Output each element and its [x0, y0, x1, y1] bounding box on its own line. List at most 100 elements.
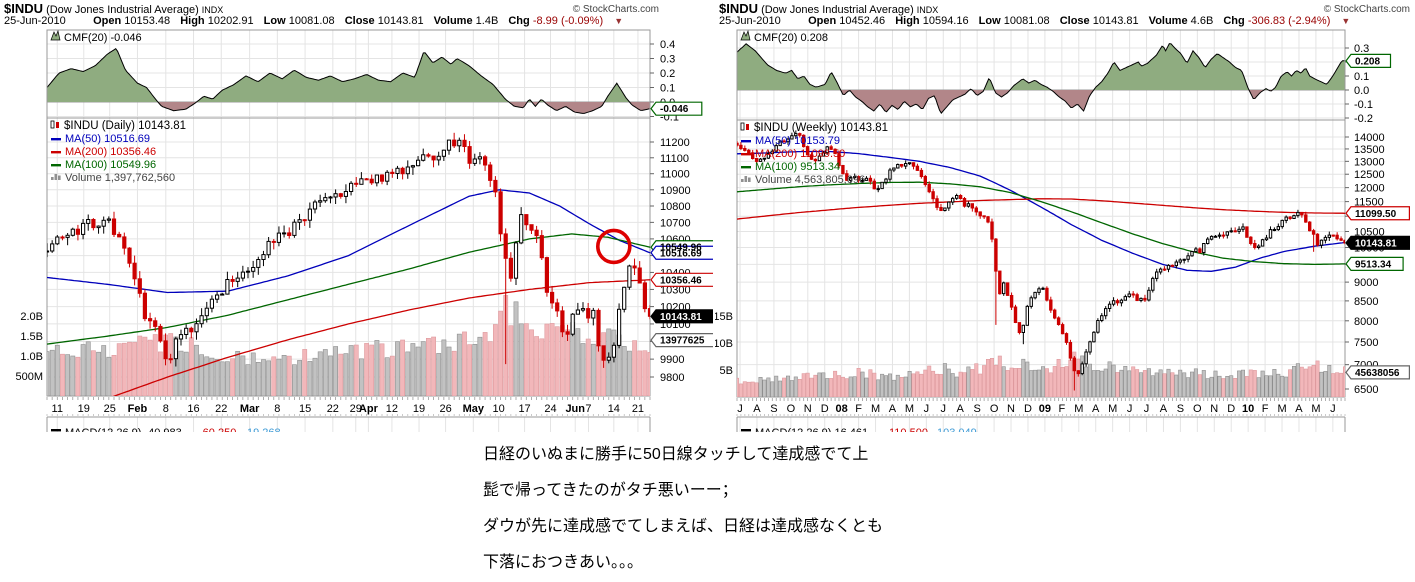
svg-text:0.0: 0.0 [1354, 85, 1369, 97]
stockcharts-credit: © StockCharts.com [572, 4, 659, 15]
svg-text:Mar: Mar [240, 403, 260, 415]
chart-symbol: $INDU [4, 1, 44, 16]
svg-text:CMF(20) 0.208: CMF(20) 0.208 [754, 32, 828, 44]
svg-text:S: S [770, 403, 777, 415]
svg-text:10B: 10B [715, 338, 733, 350]
chart-weekly: $INDU (Dow Jones Industrial Average) IND… [715, 0, 1415, 432]
ma-lines [47, 189, 650, 396]
svg-text:0.1: 0.1 [1354, 71, 1369, 83]
svg-text:11: 11 [52, 403, 63, 415]
svg-text:MA(200) 11099.50: MA(200) 11099.50 [755, 148, 845, 160]
svg-text:16: 16 [187, 403, 199, 415]
comment-line: 日経のいぬまに勝手に50日線タッチして達成感でて上 [483, 446, 869, 463]
svg-text:11099.50: 11099.50 [1355, 209, 1397, 220]
svg-text:$INDU (Weekly) 10143.81: $INDU (Weekly) 10143.81 [754, 122, 888, 134]
chart-exchange: INDX [201, 5, 224, 15]
svg-text:$INDU (Daily) 10143.81: $INDU (Daily) 10143.81 [64, 120, 186, 132]
svg-text:MA(100) 10549.96: MA(100) 10549.96 [65, 159, 156, 171]
chart-daily: $INDU (Dow Jones Industrial Average) IND… [0, 0, 713, 432]
svg-text:May: May [463, 403, 485, 415]
svg-text:8000: 8000 [1354, 316, 1378, 328]
svg-text:1.0B: 1.0B [20, 351, 43, 363]
svg-text:J: J [1127, 403, 1133, 415]
down-triangle-icon[interactable]: ▼ [1341, 16, 1351, 26]
ma-dash-icon [741, 153, 751, 156]
volume-bars-icon [744, 176, 748, 182]
svg-text:14000: 14000 [1354, 132, 1385, 144]
svg-text:10356.46: 10356.46 [660, 275, 702, 286]
svg-text:-60.250: -60.250 [199, 427, 236, 432]
svg-text:110.500: 110.500 [889, 427, 928, 432]
ma100-line [737, 181, 1345, 266]
price-legend [740, 122, 751, 182]
svg-text:CMF(20) -0.046: CMF(20) -0.046 [64, 32, 142, 44]
svg-text:A: A [1160, 403, 1168, 415]
comment-block: 日経のいぬまに勝手に50日線タッチして達成感でて上 髭で帰ってきたのがタチ悪いー… [483, 437, 883, 581]
candlestick-icon [50, 120, 55, 129]
ma-dash-icon [51, 151, 61, 154]
svg-text:19: 19 [78, 403, 90, 415]
weekly-chart-canvas: CMF(20) 0.208 $INDU (Weekly) 10143.81MA(5… [715, 29, 1410, 432]
candlestick-icon [746, 124, 749, 130]
comment-line: ダウが先に達成感でてしまえば、日経は達成感なくとも [483, 518, 884, 535]
svg-text:12: 12 [386, 403, 398, 415]
svg-text:8: 8 [163, 403, 169, 415]
open-value: 10452.46 [839, 15, 886, 27]
svg-text:-0.1: -0.1 [1354, 99, 1373, 111]
svg-text:F: F [1262, 403, 1269, 415]
volume-bars [47, 295, 650, 396]
svg-text:M: M [905, 403, 914, 415]
svg-text:15B: 15B [715, 311, 733, 323]
svg-text:O: O [990, 403, 999, 415]
chg-label: Chg [508, 15, 530, 27]
macd-footer [51, 429, 61, 432]
ma-dash-icon [51, 138, 61, 141]
svg-text:10800: 10800 [660, 201, 691, 213]
svg-text:10516.69: 10516.69 [660, 248, 702, 259]
svg-text:09: 09 [1039, 403, 1051, 415]
comment-line: 下落におつきあい。。。 [483, 554, 644, 571]
close-label: Close [1059, 15, 1090, 27]
chart-name: (Dow Jones Industrial Average) [46, 4, 199, 16]
svg-text:10700: 10700 [660, 217, 691, 229]
chart-header: $INDU (Dow Jones Industrial Average) IND… [4, 1, 223, 16]
svg-text:O: O [1193, 403, 1202, 415]
svg-text:A: A [957, 403, 965, 415]
close-value: 10143.81 [377, 15, 424, 27]
svg-text:MA(50) 10516.69: MA(50) 10516.69 [65, 133, 150, 145]
svg-text:J: J [1144, 403, 1150, 415]
svg-text:10549.96: 10549.96 [660, 243, 702, 254]
ma-dash-icon [741, 140, 751, 143]
cmf-legend [740, 29, 751, 41]
svg-text:MA(50) 10153.79: MA(50) 10153.79 [755, 135, 840, 147]
svg-text:9000: 9000 [1354, 277, 1378, 289]
svg-text:12500: 12500 [1354, 169, 1385, 181]
svg-text:S: S [973, 403, 980, 415]
y-axis-labels [1345, 47, 1349, 390]
open-label: Open [808, 15, 837, 27]
svg-text:22: 22 [215, 403, 227, 415]
chart-symbol: $INDU [719, 1, 759, 16]
high-label: High [180, 15, 205, 27]
svg-text:MACD(12,26,9) -40.983: MACD(12,26,9) -40.983 [65, 427, 182, 432]
svg-text:Jun: Jun [565, 403, 585, 415]
svg-text:M: M [1311, 403, 1320, 415]
svg-text:19.268: 19.268 [247, 427, 281, 432]
svg-text:A: A [753, 403, 761, 415]
svg-text:MACD(12,26,9) 16.461: MACD(12,26,9) 16.461 [755, 427, 868, 432]
svg-text:M: M [1277, 403, 1286, 415]
chart-date: 25-Jun-2010 [4, 15, 66, 27]
svg-text:15: 15 [299, 403, 311, 415]
chg-value: -306.83 (-2.94%) [1247, 15, 1331, 27]
volume-bars-icon [54, 174, 58, 180]
svg-text:0.4: 0.4 [660, 39, 675, 51]
svg-text:13500: 13500 [1354, 144, 1385, 156]
svg-text:0.2: 0.2 [660, 68, 675, 80]
ma-dash-icon [51, 164, 61, 167]
svg-text:A: A [1295, 403, 1303, 415]
value-callout [1345, 235, 1410, 250]
svg-text:MA(100) 9513.34: MA(100) 9513.34 [755, 161, 840, 173]
ma-lines [737, 150, 1345, 272]
down-triangle-icon[interactable]: ▼ [614, 16, 624, 26]
